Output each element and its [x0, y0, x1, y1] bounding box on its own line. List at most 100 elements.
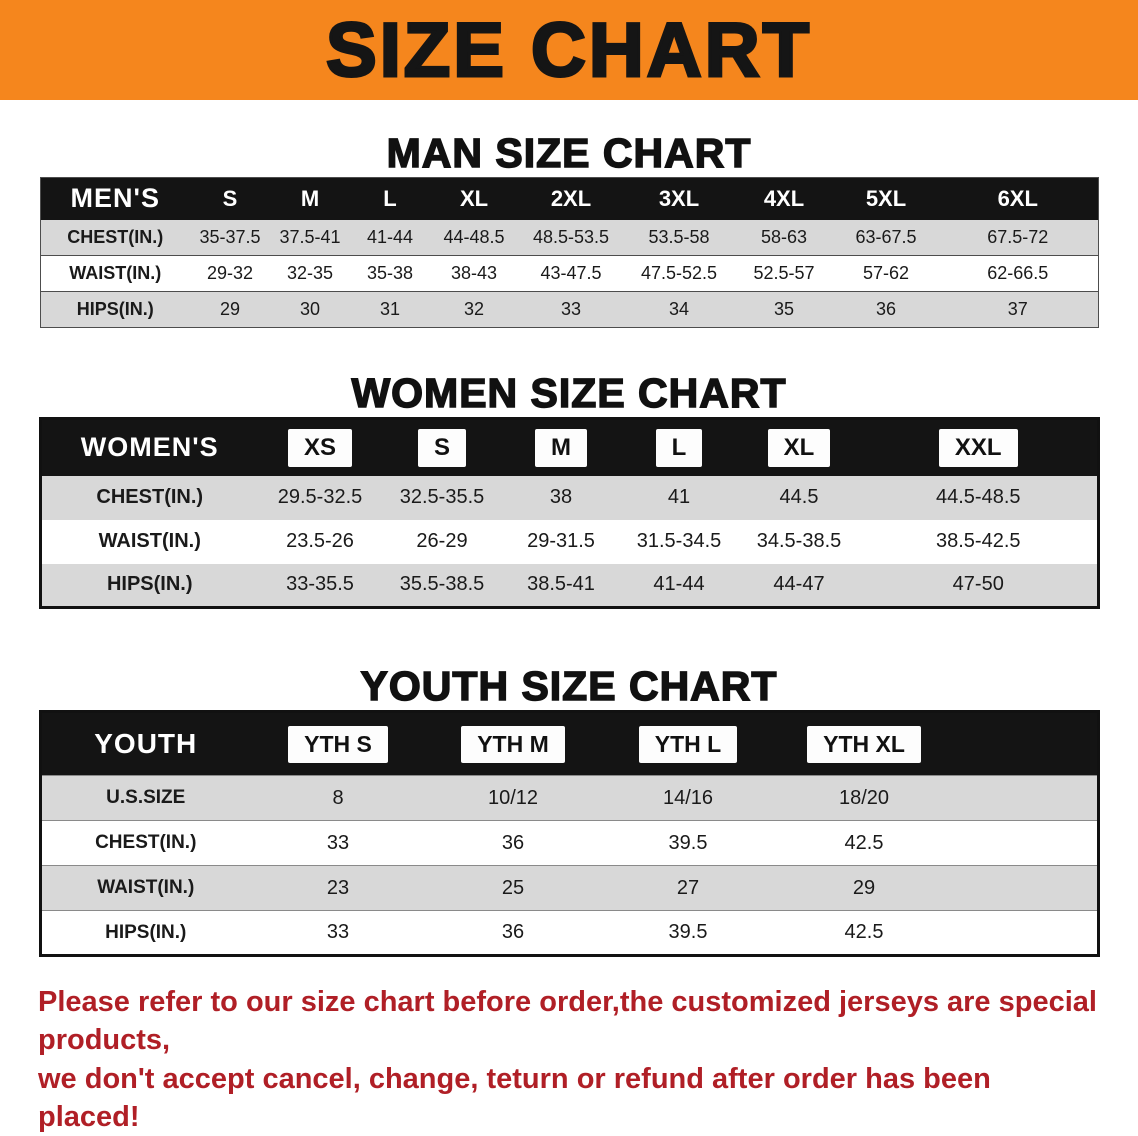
- size-header: YTH L: [600, 712, 776, 776]
- spacer-cell: [952, 911, 1098, 956]
- youth-corner-label: YOUTH: [94, 728, 198, 759]
- value-cell: 31: [379, 299, 401, 319]
- value-cell: 34.5-38.5: [756, 530, 842, 552]
- value-cell: 36: [501, 921, 525, 943]
- page-title: SIZE CHART: [325, 6, 812, 94]
- value-cell: 23: [326, 876, 350, 899]
- size-header-pill: YTH XL: [807, 725, 921, 763]
- value-cell: 37.5-41: [279, 226, 341, 247]
- value-cell: 34: [668, 299, 690, 319]
- value-cell: 47.5-52.5: [640, 263, 718, 283]
- men-header-row: MEN'S S M L XL 2XL 3XL 4XL 5XL 6XL: [40, 177, 1098, 220]
- value-cell: 38-43: [450, 263, 498, 283]
- women-section: WOMEN SIZE CHART WOMEN'S XS S M L XL XXL: [0, 369, 1138, 609]
- disclaimer-line-1: Please refer to our size chart before or…: [38, 986, 1097, 1057]
- size-header-pill: YTH S: [288, 725, 388, 763]
- value-cell: 42.5: [844, 921, 884, 943]
- youth-size-chart-heading: YOUTH SIZE CHART: [360, 662, 778, 710]
- value-cell: 23.5-26: [286, 530, 354, 552]
- women-hips-row: HIPS(IN.) 33-35.5 35.5-38.5 38.5-41 41-4…: [40, 563, 1098, 608]
- value-cell: 29: [219, 299, 241, 319]
- value-cell: 26-29: [416, 530, 468, 552]
- value-cell: 37: [1007, 299, 1028, 319]
- women-waist-row: WAIST(IN.) 23.5-26 26-29 29-31.5 31.5-34…: [40, 519, 1098, 564]
- value-cell: 25: [501, 876, 525, 899]
- value-cell: 32-35: [286, 263, 334, 283]
- value-cell: 30: [299, 299, 321, 319]
- value-cell: 29-31.5: [527, 530, 595, 552]
- value-cell: 39.5: [668, 831, 708, 854]
- size-header: XS: [258, 419, 382, 476]
- spacer-cell: [952, 776, 1098, 821]
- size-header-pill: YTH M: [461, 725, 565, 763]
- size-header-pill: XL: [767, 428, 831, 467]
- size-header-pill: XS: [287, 428, 352, 467]
- women-corner-label: WOMEN'S: [80, 432, 219, 463]
- size-header-pill: XXL: [938, 428, 1018, 467]
- men-waist-row: WAIST(IN.) 29-32 32-35 35-38 38-43 43-47…: [40, 255, 1098, 292]
- value-cell: 42.5: [844, 831, 884, 854]
- size-header: 2XL: [550, 185, 592, 211]
- banner: SIZE CHART: [0, 0, 1138, 100]
- size-header: M: [502, 419, 620, 476]
- spacer-cell: [952, 866, 1098, 911]
- women-chest-row: CHEST(IN.) 29.5-32.5 32.5-35.5 38 41 44.…: [40, 475, 1098, 520]
- value-cell: 41: [667, 486, 691, 508]
- size-header: 6XL: [997, 185, 1038, 211]
- size-header: M: [300, 185, 320, 211]
- value-cell: 36: [501, 831, 525, 854]
- value-cell: 39.5: [668, 921, 708, 943]
- youth-hips-row: HIPS(IN.) 33 36 39.5 42.5: [40, 910, 1098, 956]
- value-cell: 35-37.5: [199, 226, 261, 247]
- value-cell: 27: [676, 876, 700, 899]
- youth-section: YOUTH SIZE CHART YOUTH YTH S YTH M YTH L…: [0, 662, 1138, 957]
- spacer-cell: [952, 712, 1098, 776]
- size-header: YTH S: [250, 712, 426, 776]
- row-label: CHEST(IN.): [95, 832, 197, 853]
- value-cell: 18/20: [838, 786, 890, 809]
- size-header: XL: [459, 185, 489, 211]
- value-cell: 32.5-35.5: [399, 486, 485, 508]
- value-cell: 62-66.5: [987, 263, 1049, 283]
- women-header-row: WOMEN'S XS S M L XL XXL: [40, 418, 1098, 476]
- size-header: XL: [738, 419, 860, 476]
- size-header: S: [382, 419, 502, 476]
- size-header-pill: S: [417, 428, 466, 467]
- men-hips-row: HIPS(IN.) 29 30 31 32 33 34 35 36 37: [40, 291, 1098, 328]
- value-cell: 33: [326, 921, 350, 943]
- value-cell: 58-63: [760, 226, 808, 247]
- value-cell: 8: [332, 786, 344, 809]
- row-label: HIPS(IN.): [105, 921, 187, 943]
- value-cell: 29-32: [206, 263, 254, 283]
- value-cell: 41-44: [653, 573, 705, 596]
- men-corner-label: MEN'S: [70, 183, 160, 214]
- size-header: YTH XL: [776, 712, 952, 776]
- value-cell: 33: [560, 299, 582, 319]
- value-cell: 35: [773, 299, 795, 319]
- size-header: S: [222, 185, 238, 211]
- disclaimer-line-2: we don't accept cancel, change, teturn o…: [38, 1062, 991, 1133]
- youth-size-table: YOUTH YTH S YTH M YTH L YTH XL U.S.SIZE …: [38, 710, 1100, 957]
- value-cell: 10/12: [487, 786, 539, 809]
- value-cell: 63-67.5: [855, 226, 917, 247]
- value-cell: 29.5-32.5: [277, 486, 363, 508]
- men-chest-row: CHEST(IN.) 35-37.5 37.5-41 41-44 44-48.5…: [40, 219, 1098, 256]
- size-header-pill: M: [535, 428, 587, 467]
- size-header: XXL: [860, 419, 1098, 476]
- value-cell: 35.5-38.5: [399, 573, 485, 596]
- size-header-pill: YTH L: [638, 725, 738, 763]
- men-size-table: MEN'S S M L XL 2XL 3XL 4XL 5XL 6XL CHEST…: [39, 177, 1099, 328]
- size-header: L: [383, 185, 397, 211]
- value-cell: 53.5-58: [648, 226, 710, 247]
- value-cell: 67.5-72: [987, 226, 1049, 247]
- youth-chest-row: CHEST(IN.) 33 36 39.5 42.5: [40, 820, 1098, 866]
- value-cell: 29: [852, 876, 876, 899]
- youth-ussize-row: U.S.SIZE 8 10/12 14/16 18/20: [40, 775, 1098, 821]
- value-cell: 44.5-48.5: [935, 486, 1021, 508]
- value-cell: 33: [326, 831, 350, 854]
- women-size-table: WOMEN'S XS S M L XL XXL CHEST(IN.) 29.5-…: [38, 417, 1100, 609]
- row-label: WAIST(IN.): [69, 263, 162, 283]
- value-cell: 33-35.5: [286, 573, 354, 596]
- value-cell: 44.5: [779, 486, 819, 508]
